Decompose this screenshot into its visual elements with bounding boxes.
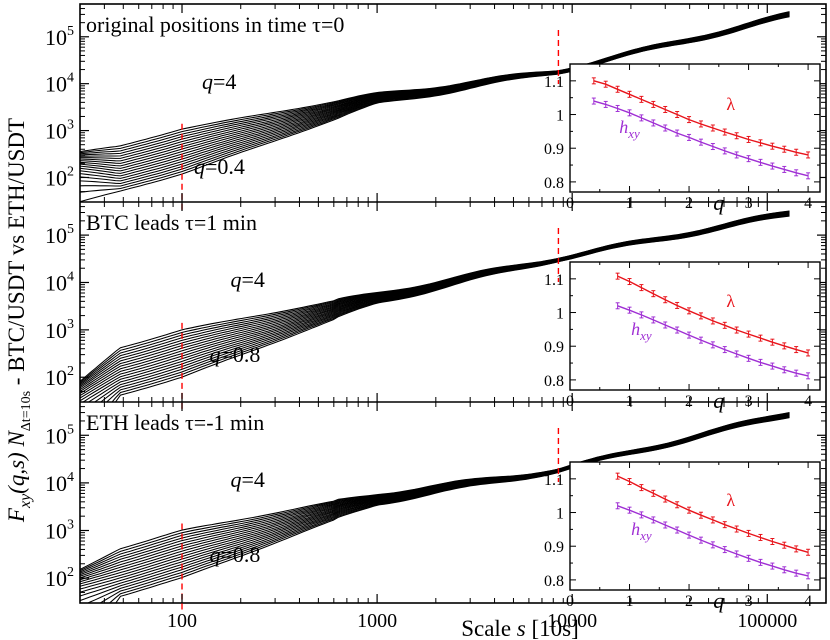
curve-q-18 <box>80 11 790 153</box>
y-tick-label: 103 <box>45 317 74 343</box>
inset-x-tick-label: 0 <box>566 593 574 610</box>
inset-x-tick-label: 1 <box>626 593 634 610</box>
y-tick-label: 104 <box>45 269 74 295</box>
y-tick-label: 105 <box>45 422 74 448</box>
inset-series-lambda: λ <box>591 77 811 159</box>
inset-y-tick-label: 0.8 <box>544 175 564 192</box>
inset-y-tick-label: 1 <box>556 506 564 523</box>
y-tick-label: 102 <box>45 364 74 390</box>
inset-y-tick-label: 1.1 <box>544 74 564 91</box>
fluctuation-curves <box>80 11 790 202</box>
inset-x-tick-label: 4 <box>804 195 812 212</box>
inset-series-lambda: λ <box>615 472 811 556</box>
q-low-label: q=0.8 <box>209 542 260 567</box>
y-axis-label: Fxy(q,s) NΔt=10s - BTC/USDT vs ETH/USDT <box>4 118 34 523</box>
y-tick-label: 104 <box>45 71 74 97</box>
inset-series-hxy: hxy <box>615 302 811 380</box>
inset-x-label: q <box>713 190 724 215</box>
inset-frame <box>569 261 821 391</box>
panel-title: ETH leads τ=-1 min <box>86 410 264 435</box>
inset-series-label: λ <box>726 291 735 311</box>
inset-y-tick-label: 0.9 <box>544 539 564 556</box>
x-tick-label: 10000 <box>547 610 597 632</box>
y-tick-label: 103 <box>45 118 74 144</box>
y-tick-label: 105 <box>45 24 74 50</box>
panel-title: original positions in time τ=0 <box>86 12 344 37</box>
inset-series-label: hxy <box>631 319 652 343</box>
inset-y-tick-label: 1 <box>556 108 564 125</box>
inset-x-tick-label: 1 <box>626 393 634 410</box>
inset-x-tick-label: 0 <box>566 195 574 212</box>
y-tick-label: 103 <box>45 517 74 543</box>
inset-y-tick-label: 0.8 <box>544 373 564 390</box>
inset-series-label: λ <box>726 94 735 114</box>
q-low-label: q=0.8 <box>209 342 260 367</box>
inset-series-label: hxy <box>619 117 640 141</box>
fluctuation-curves <box>80 210 790 402</box>
inset-x-tick-label: 3 <box>745 593 753 610</box>
inset-y-tick-label: 1 <box>556 306 564 323</box>
curve-q-18 <box>80 210 790 382</box>
y-tick-label: 104 <box>45 470 74 496</box>
inset-x-tick-label: 4 <box>804 593 812 610</box>
inset-x-label: q <box>713 388 724 413</box>
inset-x-tick-label: 4 <box>804 393 812 410</box>
inset-y-tick-label: 0.8 <box>544 573 564 590</box>
y-tick-label: 102 <box>45 565 74 591</box>
q-high-label: q=4 <box>231 267 265 292</box>
inset-x-tick-label: 3 <box>745 393 753 410</box>
fluctuation-curves <box>80 411 790 603</box>
inset-x-tick-label: 2 <box>685 195 693 212</box>
inset-y-tick-label: 0.9 <box>544 141 564 158</box>
inset-frame <box>569 461 821 591</box>
x-axis-label: Scale s [10s] <box>461 616 579 640</box>
inset-x-tick-label: 2 <box>685 593 693 610</box>
q-high-label: q=4 <box>202 69 236 94</box>
q-low-label: q=0.4 <box>194 154 245 179</box>
inset-x-label: q <box>713 588 724 613</box>
y-tick-label: 102 <box>45 164 74 190</box>
inset-chart: 0.8 0.9 1 1.1 0 1 2 3 4 q λ hxy <box>544 261 821 413</box>
curve-q-18 <box>80 411 790 570</box>
inset-x-tick-label: 0 <box>566 393 574 410</box>
inset-x-tick-label: 2 <box>685 393 693 410</box>
panel-title: BTC leads τ=1 min <box>86 210 257 235</box>
q-high-label: q=4 <box>231 467 265 492</box>
inset-chart: 0.8 0.9 1 1.1 0 1 2 3 4 q λ hxy <box>544 461 821 613</box>
y-tick-label: 105 <box>45 222 74 248</box>
plot-frame <box>79 3 827 604</box>
inset-y-tick-label: 0.9 <box>544 339 564 356</box>
inset-series-lambda: λ <box>615 272 811 357</box>
inset-y-tick-label: 1.1 <box>544 472 564 489</box>
inset-series-label: hxy <box>631 519 652 543</box>
inset-y-tick-label: 1.1 <box>544 272 564 289</box>
inset-x-tick-label: 1 <box>626 195 634 212</box>
inset-series-hxy: hxy <box>615 502 811 580</box>
inset-series-hxy: hxy <box>591 97 811 180</box>
inset-series-label: λ <box>726 490 735 510</box>
x-tick-label: 100 <box>167 610 197 632</box>
inset-frame <box>569 63 821 193</box>
x-tick-label: 1000 <box>357 610 397 632</box>
x-tick-label: 100000 <box>737 610 797 632</box>
